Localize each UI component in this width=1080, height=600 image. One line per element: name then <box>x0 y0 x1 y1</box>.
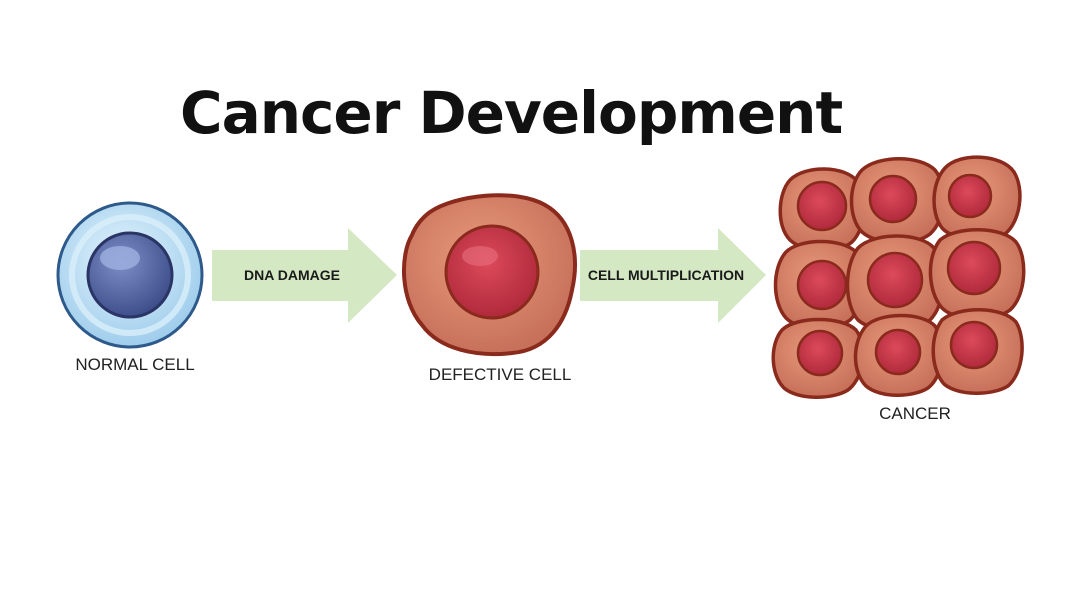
defective-cell-label: DEFECTIVE CELL <box>428 365 572 384</box>
cancer-cluster <box>771 155 1026 399</box>
cancer-cell <box>853 313 944 397</box>
cancer-cell <box>771 317 865 399</box>
cancer-cell <box>931 308 1024 395</box>
normal-cell-label: NORMAL CELL <box>75 355 195 374</box>
cancer-cell <box>928 228 1026 321</box>
cancer-cell <box>932 155 1022 242</box>
dna-damage-label: DNA DAMAGE <box>244 267 340 283</box>
cell-multiplication-label: CELL MULTIPLICATION <box>587 267 745 283</box>
cancer-cell <box>849 157 946 245</box>
dna-damage-arrow <box>212 228 397 323</box>
cancer-cell <box>773 239 866 331</box>
cancer-label: CANCER <box>879 404 951 423</box>
normal-cell <box>56 201 204 349</box>
cell-multiplication-arrow <box>580 228 766 323</box>
normal-cell-nucleus <box>86 231 174 319</box>
page-title: Cancer Development <box>180 79 843 147</box>
defective-cell-nucleus <box>444 224 540 320</box>
defective-cell <box>402 193 577 357</box>
cancer-cell <box>845 234 945 333</box>
cancer-cell <box>778 167 866 253</box>
